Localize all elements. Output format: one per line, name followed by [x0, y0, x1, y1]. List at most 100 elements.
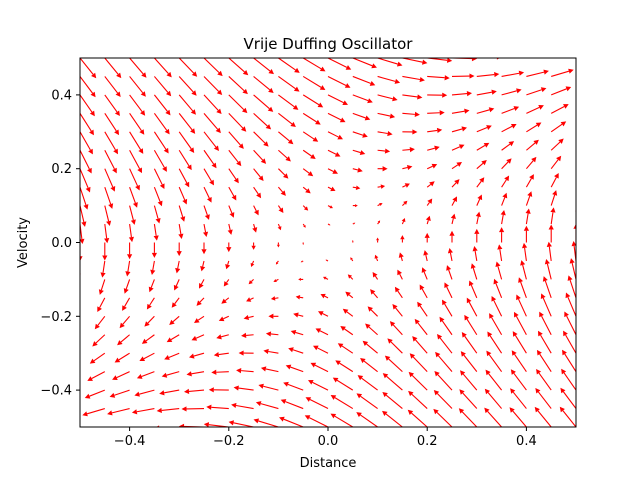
vector-arrow	[526, 69, 549, 77]
x-tick-label: −0.2	[213, 434, 245, 449]
vector-arrow	[176, 242, 182, 257]
vector-arrow	[377, 75, 401, 84]
vector-arrow	[153, 223, 159, 241]
vector-arrow	[460, 351, 478, 372]
vector-arrow	[100, 260, 106, 278]
vector-arrow	[153, 186, 163, 207]
vector-arrow	[171, 297, 180, 308]
vector-arrow	[398, 252, 404, 262]
vector-arrow	[129, 205, 136, 225]
vector-arrow	[253, 186, 262, 199]
vector-arrow	[136, 371, 155, 379]
vector-arrow	[459, 389, 478, 409]
vector-arrow	[510, 388, 527, 409]
vector-arrow	[565, 292, 576, 317]
vector-arrow	[423, 250, 429, 262]
vector-arrow	[144, 315, 155, 327]
vector-arrow	[461, 332, 478, 354]
vector-arrow	[525, 191, 533, 206]
vector-arrow	[550, 190, 558, 206]
vector-arrow	[295, 295, 304, 300]
vector-arrow	[253, 149, 267, 164]
vector-arrow	[139, 352, 155, 362]
y-tick-label: 0.4	[51, 88, 72, 103]
vector-arrow	[305, 397, 329, 410]
vector-arrow	[128, 223, 134, 243]
vector-arrow	[146, 297, 155, 310]
vector-arrow	[228, 168, 239, 184]
vector-arrow	[253, 94, 274, 112]
vector-arrow	[332, 377, 354, 391]
vector-arrow	[537, 330, 552, 354]
vector-arrow	[575, 131, 576, 132]
vector-arrow	[377, 166, 388, 172]
vector-arrow	[104, 205, 112, 227]
vector-arrow	[501, 70, 525, 77]
vector-arrow	[80, 279, 81, 282]
vector-arrow	[285, 364, 304, 373]
vector-arrow	[377, 202, 383, 207]
vector-arrow	[302, 75, 326, 91]
vector-arrow	[80, 408, 81, 410]
vector-arrow	[526, 58, 530, 59]
vector-arrow	[318, 311, 329, 317]
vector-arrow	[367, 306, 378, 317]
vector-arrow	[151, 242, 157, 258]
vector-arrow	[153, 205, 161, 224]
vector-arrow	[576, 50, 601, 58]
vector-arrow	[191, 334, 205, 341]
vector-arrow	[402, 200, 408, 206]
vector-arrow	[439, 316, 453, 336]
vector-arrow	[228, 149, 242, 167]
vector-arrow	[178, 186, 188, 205]
vector-arrow	[486, 350, 503, 372]
vector-arrow	[427, 145, 440, 151]
vector-arrow	[153, 94, 171, 116]
vector-arrow	[231, 402, 254, 410]
vector-arrow	[236, 368, 254, 374]
vector-arrow	[535, 387, 552, 409]
vector-arrow	[153, 168, 165, 190]
vector-arrow	[377, 148, 391, 154]
vector-arrow	[539, 311, 552, 336]
vector-arrow	[360, 357, 378, 373]
vector-arrow	[352, 131, 368, 138]
vector-arrow	[377, 130, 393, 137]
vector-arrow	[260, 366, 279, 373]
vector-arrow	[536, 349, 552, 372]
vector-arrow	[246, 297, 254, 302]
vector-arrow	[327, 58, 352, 70]
vector-arrow	[327, 75, 351, 88]
vector-arrow	[526, 139, 539, 151]
vector-arrow	[80, 94, 95, 117]
vector-arrow	[550, 104, 569, 114]
vector-arrow	[80, 205, 87, 227]
vector-arrow	[357, 375, 378, 391]
x-tick-label: 0.0	[318, 434, 339, 449]
vector-arrow	[251, 242, 256, 250]
vector-arrow	[104, 94, 120, 117]
vector-arrow	[218, 315, 230, 322]
vector-arrow	[98, 279, 106, 295]
vector-arrow	[228, 131, 244, 149]
vector-arrow	[392, 303, 403, 317]
vector-arrow	[80, 168, 91, 193]
vector-arrow	[315, 328, 329, 336]
x-axis: −0.4 −0.2 0.0 0.2 0.4	[114, 427, 537, 449]
vector-arrow	[551, 58, 554, 59]
vector-arrow	[372, 271, 379, 280]
y-tick-label: −0.2	[40, 310, 72, 325]
vector-arrow	[253, 58, 274, 75]
vector-arrow	[389, 321, 403, 336]
vector-arrow	[253, 205, 259, 216]
vector-arrow	[233, 385, 254, 391]
vector-arrow	[153, 113, 170, 135]
vector-arrow	[387, 338, 403, 354]
vector-arrow	[302, 223, 306, 228]
vector-arrow	[325, 259, 329, 262]
vector-arrow	[275, 260, 279, 265]
vector-arrow	[402, 94, 423, 100]
vector-arrow	[575, 112, 576, 114]
vector-arrow	[330, 413, 354, 427]
